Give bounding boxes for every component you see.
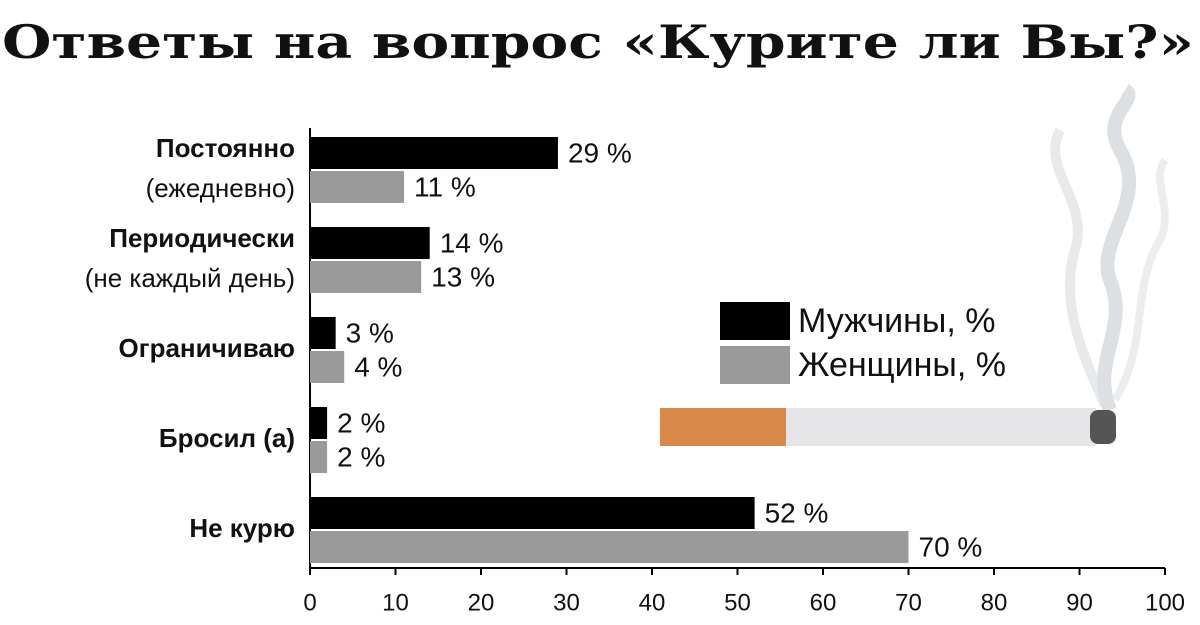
bar [310,171,405,203]
cigarette [660,84,1169,446]
x-tick-label: 20 [468,589,495,616]
x-tick-label: 100 [1145,589,1185,616]
value-label: 14 % [440,227,504,258]
value-label: 29 % [568,137,632,168]
value-label: 4 % [354,351,402,382]
bar [310,261,422,293]
x-tick-label: 30 [553,589,580,616]
x-tick-label: 0 [303,589,316,616]
category-label: Периодически [109,223,295,253]
x-tick-label: 50 [724,589,751,616]
smoke [1097,84,1137,413]
bar [310,441,328,473]
bar [310,497,755,529]
value-label: 13 % [431,261,495,292]
legend-swatch [720,346,790,384]
category-label: Ограничиваю [119,333,295,363]
value-label: 70 % [919,531,983,562]
bar [310,137,558,169]
category-subtitle: (не каждый день) [85,263,295,293]
cigarette-ash [1090,410,1116,444]
value-label: 52 % [765,497,829,528]
category-label: Бросил (а) [159,423,295,453]
smoke [1111,157,1169,403]
smoke [1050,127,1110,408]
cigarette-body [786,408,1096,446]
value-label: 2 % [337,407,385,438]
value-label: 2 % [337,441,385,472]
value-label: 3 % [346,317,394,348]
x-tick-label: 80 [981,589,1008,616]
x-tick-label: 10 [382,589,409,616]
legend-label: Мужчины, % [798,302,996,340]
bar [310,317,336,349]
category-label: Постоянно [156,133,295,163]
x-tick-label: 60 [810,589,837,616]
legend-swatch [720,302,790,340]
x-tick-label: 40 [639,589,666,616]
cigarette-filter [660,408,786,446]
bar [310,351,345,383]
x-tick-label: 90 [1066,589,1093,616]
legend-label: Женщины, % [798,346,1006,384]
bar [310,531,909,563]
category-subtitle: (ежедневно) [146,173,295,203]
x-tick-label: 70 [895,589,922,616]
bar [310,227,430,259]
bar [310,407,328,439]
value-label: 11 % [414,171,476,202]
category-label: Не курю [189,513,295,543]
chart-title: Ответы на вопрос «Курите ли Вы?» [2,15,1194,69]
